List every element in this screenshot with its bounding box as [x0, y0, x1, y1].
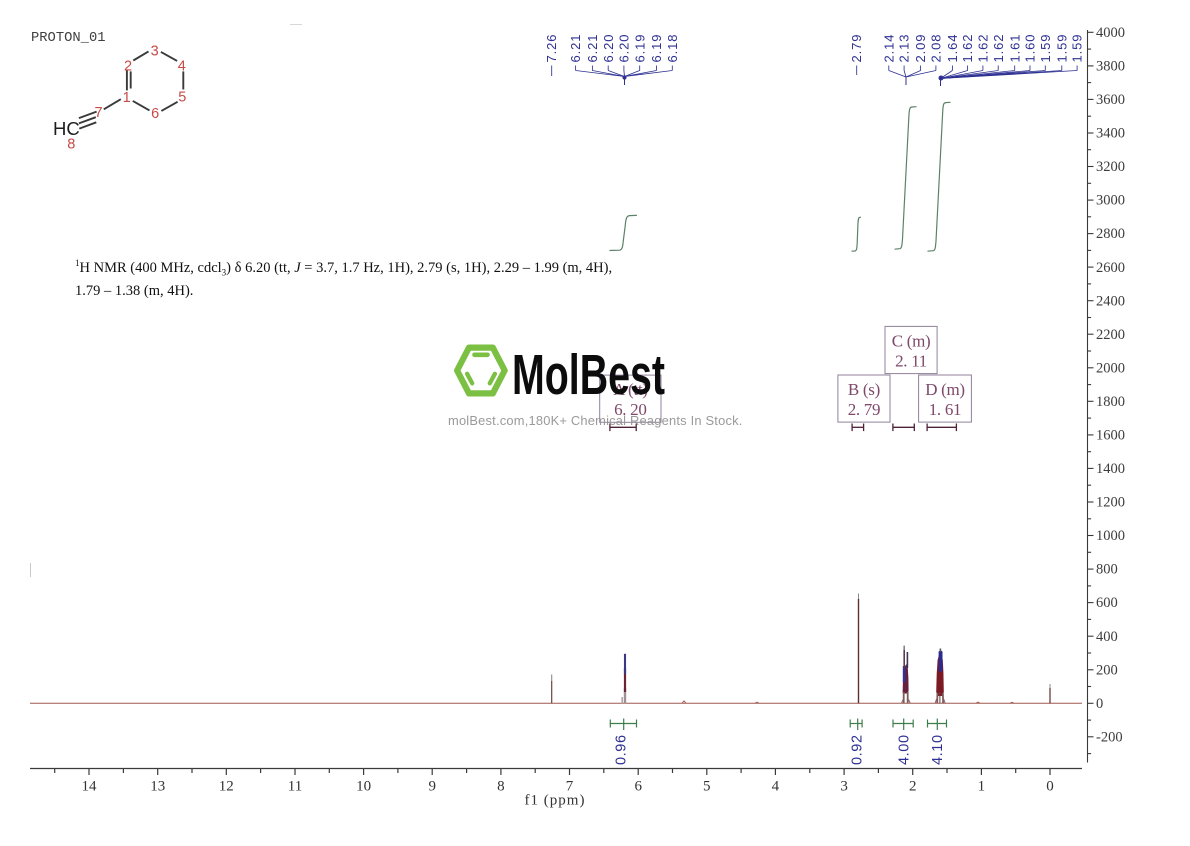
svg-text:11: 11: [288, 779, 302, 795]
svg-text:1.61: 1.61: [1007, 34, 1022, 63]
svg-text:C (m): C (m): [892, 331, 931, 350]
svg-text:2200: 2200: [1096, 327, 1125, 343]
svg-text:2800: 2800: [1096, 226, 1125, 242]
svg-text:1400: 1400: [1096, 461, 1125, 477]
svg-text:12: 12: [219, 779, 234, 795]
svg-text:0: 0: [1046, 779, 1054, 795]
svg-text:6.19: 6.19: [649, 34, 664, 63]
svg-text:9: 9: [428, 779, 436, 795]
svg-text:f1 (ppm): f1 (ppm): [525, 793, 586, 809]
svg-text:1.64: 1.64: [945, 34, 960, 63]
svg-text:5: 5: [178, 90, 186, 106]
svg-text:600: 600: [1096, 595, 1118, 611]
svg-text:2. 79: 2. 79: [848, 400, 881, 419]
svg-text:6.20: 6.20: [617, 34, 632, 63]
svg-text:3200: 3200: [1096, 159, 1125, 175]
svg-text:D (m): D (m): [925, 380, 965, 399]
svg-text:7.26: 7.26: [544, 34, 559, 63]
svg-text:2400: 2400: [1096, 293, 1125, 309]
svg-text:1200: 1200: [1096, 495, 1125, 511]
svg-text:6.20: 6.20: [601, 34, 616, 63]
svg-text:4.00: 4.00: [897, 734, 913, 765]
svg-text:1: 1: [123, 90, 131, 106]
svg-text:3: 3: [151, 43, 159, 59]
svg-text:4: 4: [178, 59, 186, 75]
svg-text:2.14: 2.14: [881, 34, 896, 63]
svg-text:8: 8: [67, 137, 75, 153]
svg-text:4.10: 4.10: [930, 734, 946, 765]
svg-text:7: 7: [95, 105, 103, 121]
svg-text:6.21: 6.21: [585, 34, 600, 63]
svg-text:6.19: 6.19: [632, 34, 647, 63]
svg-text:3000: 3000: [1096, 193, 1125, 209]
svg-text:14: 14: [82, 779, 98, 795]
svg-text:1. 61: 1. 61: [929, 400, 962, 419]
svg-text:0.92: 0.92: [850, 734, 866, 765]
svg-text:200: 200: [1096, 662, 1118, 678]
svg-text:1.59: 1.59: [1054, 34, 1069, 63]
svg-text:800: 800: [1096, 562, 1118, 578]
svg-text:0.96: 0.96: [614, 734, 630, 765]
svg-text:1.62: 1.62: [960, 34, 975, 63]
svg-text:B (s): B (s): [848, 380, 880, 399]
svg-text:10: 10: [356, 779, 371, 795]
svg-text:1: 1: [978, 779, 986, 795]
svg-text:2.09: 2.09: [913, 34, 928, 63]
svg-text:3: 3: [840, 779, 848, 795]
svg-text:1000: 1000: [1096, 528, 1125, 544]
svg-text:2: 2: [124, 59, 132, 75]
svg-text:2.08: 2.08: [929, 34, 944, 63]
svg-text:6.21: 6.21: [568, 34, 583, 63]
svg-text:2.13: 2.13: [897, 34, 912, 63]
svg-text:6: 6: [151, 106, 159, 122]
svg-text:1.60: 1.60: [1023, 34, 1038, 63]
svg-text:1600: 1600: [1096, 428, 1125, 444]
svg-text:2. 11: 2. 11: [895, 351, 927, 370]
svg-text:3800: 3800: [1096, 59, 1125, 75]
svg-text:-200: -200: [1096, 729, 1123, 745]
svg-text:6.18: 6.18: [665, 34, 680, 63]
svg-text:1800: 1800: [1096, 394, 1125, 410]
svg-text:2.79: 2.79: [849, 34, 864, 63]
svg-text:400: 400: [1096, 629, 1118, 645]
svg-text:13: 13: [150, 779, 165, 795]
svg-text:6: 6: [634, 779, 642, 795]
svg-text:1.62: 1.62: [976, 34, 991, 63]
svg-text:4: 4: [772, 779, 780, 795]
svg-text:1.62: 1.62: [991, 34, 1006, 63]
svg-text:0: 0: [1096, 696, 1103, 712]
svg-text:3400: 3400: [1096, 126, 1125, 142]
svg-text:2: 2: [909, 779, 917, 795]
svg-text:8: 8: [497, 779, 505, 795]
svg-text:1.59: 1.59: [1038, 34, 1053, 63]
svg-text:1.59: 1.59: [1070, 34, 1085, 63]
svg-text:3600: 3600: [1096, 92, 1125, 108]
svg-text:2600: 2600: [1096, 260, 1125, 276]
svg-text:5: 5: [703, 779, 711, 795]
svg-text:4000: 4000: [1096, 25, 1125, 41]
svg-text:2000: 2000: [1096, 360, 1125, 376]
